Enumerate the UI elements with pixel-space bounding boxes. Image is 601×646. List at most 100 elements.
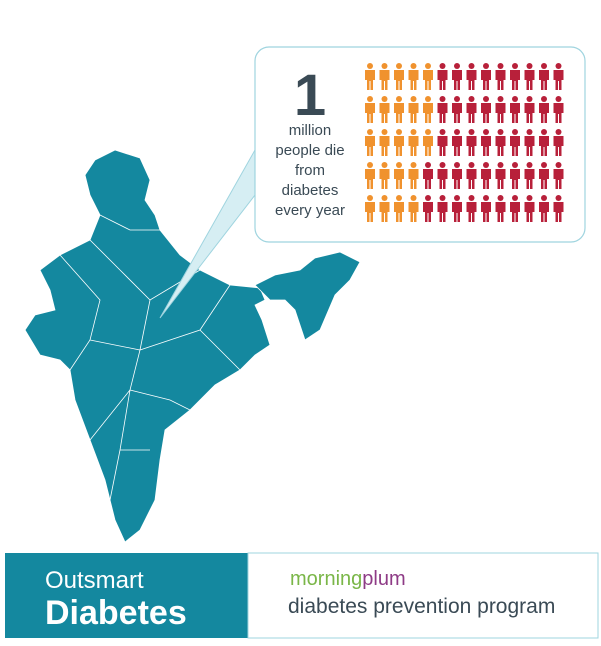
- person-head: [526, 96, 533, 102]
- person-body: [423, 202, 433, 222]
- person-head: [381, 63, 388, 69]
- person-body: [510, 202, 520, 222]
- person-icon: [452, 96, 462, 123]
- person-icon: [452, 63, 462, 90]
- pictogram: [365, 63, 564, 222]
- person-body: [423, 103, 433, 123]
- person-head: [410, 63, 417, 69]
- person-icon: [408, 129, 419, 156]
- person-body: [437, 202, 448, 222]
- person-body: [481, 103, 491, 123]
- person-body: [394, 202, 404, 222]
- person-head: [454, 96, 460, 102]
- person-icon: [394, 162, 404, 189]
- map-northeast: [254, 251, 361, 341]
- person-head: [410, 96, 417, 102]
- footer-right-box: [247, 552, 599, 639]
- person-icon: [466, 129, 477, 156]
- person-body: [379, 202, 390, 222]
- person-icon: [481, 162, 491, 189]
- person-body: [495, 70, 506, 90]
- person-head: [425, 162, 431, 168]
- person-icon: [408, 162, 419, 189]
- person-head: [381, 129, 388, 135]
- person-head: [367, 162, 373, 168]
- person-body: [423, 136, 433, 156]
- person-body: [539, 103, 549, 123]
- person-head: [512, 63, 518, 69]
- person-icon: [524, 195, 535, 222]
- person-icon: [437, 63, 448, 90]
- person-body: [495, 202, 506, 222]
- person-icon: [394, 129, 404, 156]
- person-head: [425, 96, 431, 102]
- brand: morningplum: [290, 568, 406, 590]
- person-icon: [495, 162, 506, 189]
- person-body: [510, 169, 520, 189]
- person-icon: [452, 162, 462, 189]
- person-icon: [495, 63, 506, 90]
- person-head: [541, 195, 547, 201]
- person-head: [497, 96, 504, 102]
- person-body: [408, 103, 419, 123]
- person-head: [410, 162, 417, 168]
- person-head: [439, 63, 446, 69]
- person-head: [396, 129, 402, 135]
- person-icon: [553, 63, 564, 90]
- person-head: [555, 162, 562, 168]
- person-head: [381, 162, 388, 168]
- person-icon: [365, 63, 375, 90]
- map-main: [24, 149, 271, 543]
- person-icon: [379, 162, 390, 189]
- person-head: [555, 129, 562, 135]
- person-head: [367, 63, 373, 69]
- person-body: [408, 136, 419, 156]
- person-body: [365, 136, 375, 156]
- person-body: [437, 136, 448, 156]
- person-icon: [466, 162, 477, 189]
- person-body: [553, 202, 564, 222]
- person-icon: [437, 129, 448, 156]
- person-icon: [379, 195, 390, 222]
- person-head: [497, 162, 504, 168]
- person-body: [495, 169, 506, 189]
- person-body: [524, 70, 535, 90]
- person-body: [481, 169, 491, 189]
- person-icon: [394, 195, 404, 222]
- person-head: [483, 63, 489, 69]
- person-body: [481, 202, 491, 222]
- person-icon: [481, 96, 491, 123]
- person-icon: [394, 63, 404, 90]
- person-body: [365, 202, 375, 222]
- person-icon: [539, 195, 549, 222]
- person-head: [512, 195, 518, 201]
- person-icon: [423, 162, 433, 189]
- person-head: [483, 129, 489, 135]
- person-body: [379, 169, 390, 189]
- person-head: [454, 162, 460, 168]
- person-icon: [394, 96, 404, 123]
- person-body: [394, 169, 404, 189]
- person-body: [510, 136, 520, 156]
- person-body: [524, 136, 535, 156]
- person-icon: [539, 96, 549, 123]
- person-icon: [408, 63, 419, 90]
- person-body: [379, 70, 390, 90]
- person-head: [367, 129, 373, 135]
- person-body: [452, 136, 462, 156]
- person-icon: [553, 96, 564, 123]
- callout-line: diabetes: [282, 182, 339, 199]
- person-icon: [481, 195, 491, 222]
- person-icon: [524, 96, 535, 123]
- person-icon: [539, 129, 549, 156]
- person-head: [396, 63, 402, 69]
- person-body: [481, 136, 491, 156]
- tagline: diabetes prevention program: [288, 595, 555, 618]
- india-map: [24, 149, 361, 543]
- person-head: [512, 162, 518, 168]
- person-body: [423, 70, 433, 90]
- person-icon: [466, 63, 477, 90]
- person-head: [526, 162, 533, 168]
- person-head: [367, 195, 373, 201]
- person-body: [452, 202, 462, 222]
